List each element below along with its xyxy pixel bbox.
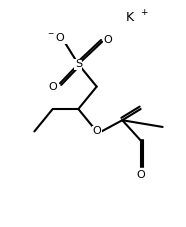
Text: S: S xyxy=(75,59,82,69)
Text: O: O xyxy=(136,170,145,180)
Text: O: O xyxy=(92,126,101,136)
Text: +: + xyxy=(141,8,148,17)
Text: O: O xyxy=(48,81,57,91)
Text: K: K xyxy=(126,11,134,24)
Text: O: O xyxy=(103,35,112,44)
Text: $^-$O: $^-$O xyxy=(46,31,66,43)
